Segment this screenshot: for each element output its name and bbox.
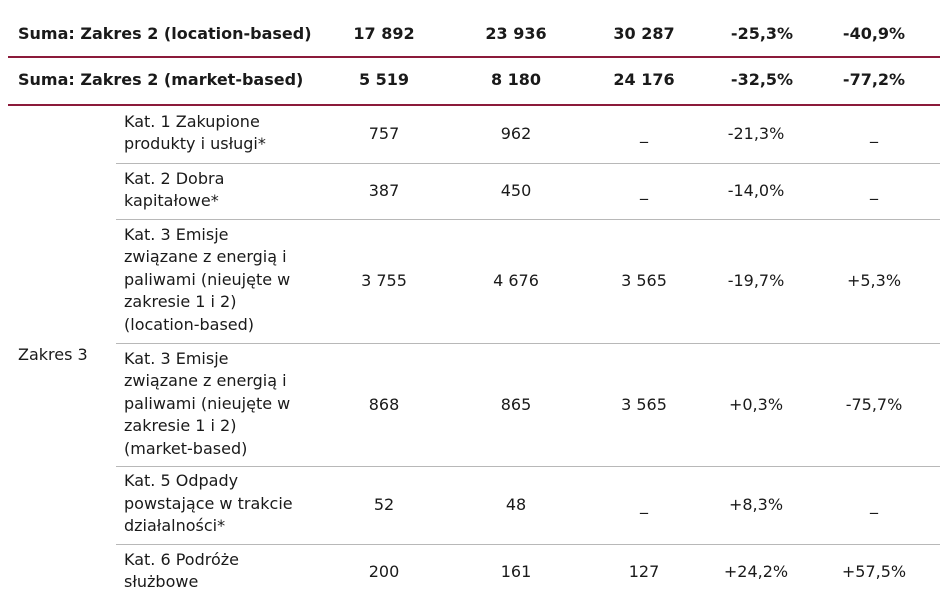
change-cell: -14,0%	[727, 180, 785, 200]
change-cell: +8,3%	[728, 494, 784, 514]
row-divider	[116, 343, 940, 344]
table-row: Kat. 1 Zakupione produkty i usługi* 757 …	[116, 108, 940, 158]
value-cell: 5 519	[358, 69, 410, 89]
value-cell: _	[640, 123, 648, 143]
category-label: Kat. 5 Odpady powstające w trakcie dział…	[124, 471, 293, 536]
value-cell: 8 180	[490, 69, 542, 89]
table-row: Suma: Zakres 2 (market-based) 5 519 8 18…	[8, 58, 940, 100]
change-cell: -25,3%	[730, 23, 794, 43]
value-cell: 3 565	[621, 394, 667, 414]
value-cell: 24 176	[613, 69, 675, 89]
category-cell: Kat. 1 Zakupione produkty i usługi*	[124, 108, 342, 158]
change-cell: +0,3%	[728, 394, 784, 414]
category-label: Kat. 6 Podróże służbowe	[124, 549, 240, 592]
table-row: Kat. 5 Odpady powstające w trakcie dział…	[116, 468, 940, 540]
value-cell: _	[640, 180, 648, 200]
row-divider	[116, 466, 940, 467]
value-cell: 387	[368, 180, 400, 200]
value-cell: 30 287	[613, 23, 675, 43]
change-cell: _	[870, 494, 878, 514]
category-cell: Kat. 3 Emisje związane z energią i paliw…	[124, 345, 342, 463]
table-row: Kat. 6 Podróże służbowe 200 161 127 +24,…	[116, 546, 940, 596]
table-row: Kat. 3 Emisje związane z energią i paliw…	[116, 345, 940, 463]
change-cell: +24,2%	[723, 561, 789, 581]
change-cell: -32,5%	[730, 69, 794, 89]
category-cell: Kat. 6 Podróże służbowe	[124, 546, 342, 596]
change-cell: +57,5%	[841, 561, 907, 581]
change-cell: -75,7%	[845, 394, 903, 414]
row-divider	[116, 544, 940, 545]
value-cell: 757	[368, 123, 400, 143]
category-cell: Kat. 5 Odpady powstające w trakcie dział…	[124, 468, 342, 540]
category-cell: Kat. 2 Dobra kapitałowe*	[124, 165, 342, 215]
change-cell: -21,3%	[727, 123, 785, 143]
row-divider	[8, 56, 940, 58]
category-cell: Kat. 3 Emisje związane z energią i paliw…	[124, 221, 342, 339]
change-cell: _	[870, 180, 878, 200]
table-row: Kat. 2 Dobra kapitałowe* 387 450 _ -14,0…	[116, 165, 940, 215]
value-cell: 161	[500, 561, 532, 581]
value-cell: 962	[500, 123, 532, 143]
change-cell: -19,7%	[727, 270, 785, 290]
row-divider	[8, 104, 940, 106]
row-label: Suma: Zakres 2 (market-based)	[18, 69, 304, 89]
change-cell: -77,2%	[842, 69, 906, 89]
value-cell: 23 936	[485, 23, 547, 43]
category-label: Kat. 3 Emisje związane z energią i paliw…	[124, 348, 291, 458]
scope3-label: Zakres 3	[18, 344, 88, 364]
change-cell: +5,3%	[846, 270, 902, 290]
category-label: Kat. 2 Dobra kapitałowe*	[124, 168, 225, 211]
value-cell: 3 755	[361, 270, 407, 290]
change-cell: _	[870, 123, 878, 143]
category-label: Kat. 3 Emisje związane z energią i paliw…	[124, 224, 291, 334]
value-cell: 865	[500, 394, 532, 414]
value-cell: _	[640, 494, 648, 514]
value-cell: 52	[373, 494, 395, 514]
value-cell: 127	[628, 561, 660, 581]
category-label: Kat. 1 Zakupione produkty i usługi*	[124, 111, 266, 154]
value-cell: 450	[500, 180, 532, 200]
value-cell: 4 676	[493, 270, 539, 290]
table-row: Kat. 3 Emisje związane z energią i paliw…	[116, 221, 940, 339]
change-cell: -40,9%	[842, 23, 906, 43]
value-cell: 3 565	[621, 270, 667, 290]
value-cell: 200	[368, 561, 400, 581]
value-cell: 17 892	[353, 23, 415, 43]
value-cell: 48	[505, 494, 527, 514]
value-cell: 868	[368, 394, 400, 414]
table-row: Suma: Zakres 2 (location-based) 17 892 2…	[8, 10, 940, 56]
row-divider	[116, 163, 940, 164]
row-label: Suma: Zakres 2 (location-based)	[18, 23, 312, 43]
row-divider	[116, 219, 940, 220]
